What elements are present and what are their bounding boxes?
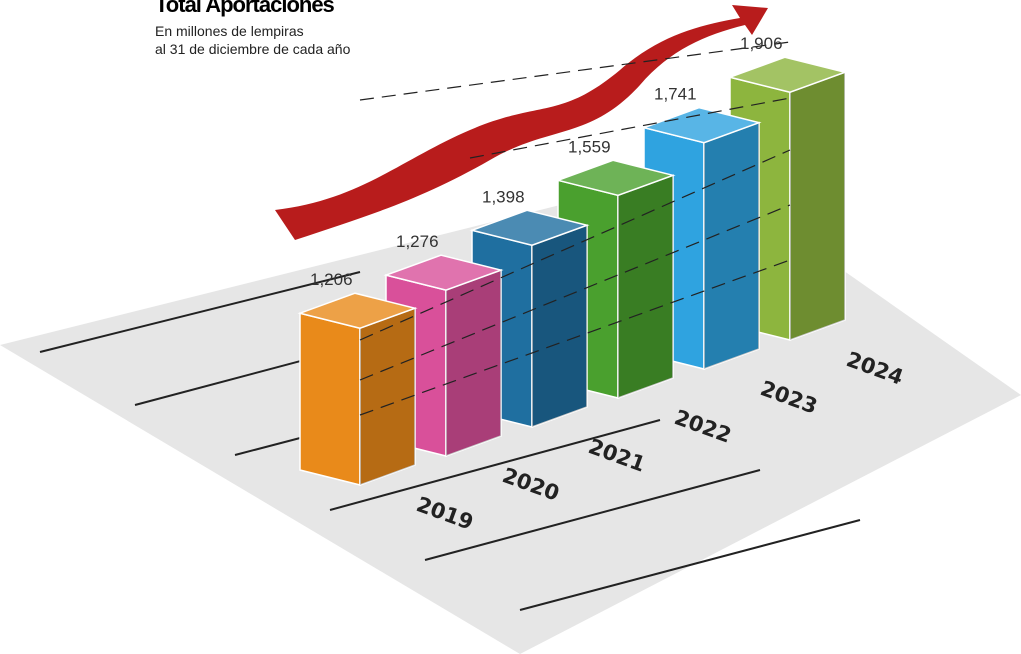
subtitle: En millones de lempiras xyxy=(155,23,304,39)
bar-side-shade xyxy=(360,308,415,485)
bar-top-shade xyxy=(472,210,587,246)
bar-side-shade xyxy=(790,72,845,340)
trend-arrow xyxy=(275,5,768,240)
bar-top-shade xyxy=(644,107,759,143)
bar-top xyxy=(469,209,590,247)
value-label: 1,398 xyxy=(482,187,525,206)
bar-top xyxy=(297,292,418,330)
bar-top xyxy=(727,56,848,94)
value-label: 1,206 xyxy=(310,270,353,289)
bar-side-shade xyxy=(532,225,587,427)
floor-lines xyxy=(39,271,861,611)
bar-front xyxy=(299,312,361,486)
bar-side-shade xyxy=(618,175,673,398)
bar-side-shade xyxy=(704,122,759,369)
bar xyxy=(641,106,762,371)
subtitle: al 31 de diciembre de cada año xyxy=(155,41,351,57)
value-label: 1,741 xyxy=(654,85,697,104)
bar-top xyxy=(383,254,504,291)
bar-side-shade xyxy=(446,270,501,456)
bar-top xyxy=(641,106,762,144)
value-label: 1,276 xyxy=(396,232,439,251)
value-label: 1,559 xyxy=(568,137,611,156)
bar-top-shade xyxy=(558,160,673,196)
chart-title: Total Aportaciones xyxy=(155,0,335,17)
bar-top-shade xyxy=(730,57,845,93)
bar-top-shade xyxy=(300,293,415,329)
bar xyxy=(297,292,418,487)
bars xyxy=(297,56,848,487)
value-label: 1,906 xyxy=(740,34,783,53)
bar-top xyxy=(555,159,676,197)
dashed-lines xyxy=(359,41,791,416)
bar-top-shade xyxy=(386,255,501,291)
